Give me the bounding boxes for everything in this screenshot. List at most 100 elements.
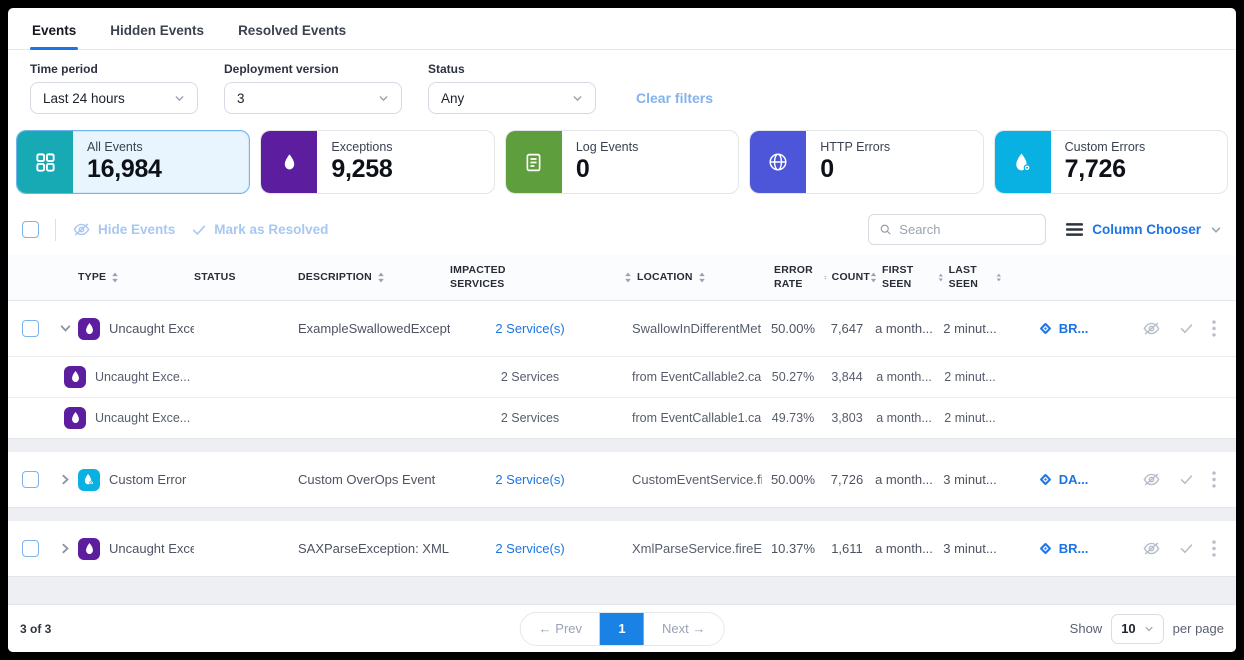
error-rate-cell: 10.37% — [770, 541, 816, 556]
stat-card-exceptions[interactable]: Exceptions 9,258 — [260, 130, 495, 194]
row-checkbox[interactable] — [22, 471, 39, 488]
last-seen-cell: 3 minut... — [943, 472, 997, 487]
location-cell: CustomEventService.fir... — [632, 472, 762, 487]
eye-slash-icon — [73, 223, 90, 236]
column-header-description[interactable]: DESCRIPTION — [298, 271, 450, 284]
hide-event-icon[interactable] — [1142, 539, 1161, 558]
description-cell: SAXParseException: XML d... — [298, 541, 450, 556]
hide-events-button[interactable]: Hide Events — [72, 220, 175, 239]
resolve-event-icon[interactable] — [1179, 321, 1194, 336]
tab-events[interactable]: Events — [30, 13, 79, 50]
kebab-menu-icon[interactable] — [1212, 471, 1216, 488]
expand-row-chevron[interactable] — [52, 542, 78, 555]
clear-filters-button[interactable]: Clear filters — [636, 90, 714, 106]
column-header-type[interactable]: TYPE — [78, 271, 194, 284]
location-cell: SwallowInDifferentMeth... — [632, 321, 762, 336]
card-label: All Events — [87, 140, 143, 154]
column-chooser-button[interactable]: Column Chooser — [1066, 222, 1222, 237]
column-header-count[interactable]: COUNT — [824, 271, 870, 284]
deployment-version-filter: Deployment version 3 — [224, 62, 402, 114]
mark-as-resolved-button[interactable]: Mark as Resolved — [191, 222, 328, 238]
row-checkbox[interactable] — [22, 540, 39, 557]
hide-event-icon[interactable] — [1142, 319, 1161, 338]
column-header-impacted-services[interactable]: IMPACTED SERVICES — [450, 264, 536, 290]
prev-page-button[interactable]: ← Prev — [538, 621, 582, 636]
impacted-services-link[interactable]: 2 Service(s) — [495, 541, 565, 556]
error-rate-cell: 50.27% — [771, 370, 815, 384]
error-rate-cell: 50.00% — [770, 472, 816, 487]
impacted-services-link[interactable]: 2 Service(s) — [495, 321, 565, 336]
sort-icon[interactable] — [824, 272, 827, 283]
location-cell: XmlParseService.fireEv... — [632, 541, 762, 556]
location-cell: from EventCallable2.call() — [632, 370, 762, 384]
event-type: Custom Error — [109, 472, 187, 487]
column-label: LOCATION — [637, 270, 693, 283]
jira-ticket-link[interactable]: DA... — [1002, 472, 1124, 487]
hide-event-icon[interactable] — [1142, 470, 1161, 489]
stat-cards-row: All Events 16,984 Exceptions 9,258 Log E… — [8, 126, 1236, 206]
stat-card-log-events[interactable]: Log Events 0 — [504, 130, 740, 194]
column-header-first-seen[interactable]: FIRST SEEN — [870, 264, 938, 290]
location-cell: from EventCallable1.call() — [632, 411, 762, 425]
card-value: 0 — [575, 155, 590, 183]
expand-row-chevron[interactable] — [52, 473, 78, 486]
sort-icon[interactable] — [111, 272, 119, 283]
sort-icon[interactable] — [377, 272, 385, 283]
chevron-down-icon — [573, 95, 582, 101]
current-page-button[interactable]: 1 — [600, 612, 644, 645]
chevron-right-icon — [61, 543, 69, 554]
sort-icon[interactable] — [996, 272, 1002, 283]
select-all-checkbox[interactable] — [22, 221, 39, 238]
kebab-menu-icon[interactable] — [1212, 320, 1216, 337]
impacted-services-link[interactable]: 2 Service(s) — [495, 472, 565, 487]
sort-icon[interactable] — [870, 272, 877, 283]
time-period-filter: Time period Last 24 hours — [30, 62, 198, 114]
table-subrow[interactable]: Uncaught Exce... 2 Services from EventCa… — [8, 397, 1236, 438]
column-header-status[interactable]: STATUS — [194, 271, 298, 284]
sort-icon[interactable] — [624, 272, 632, 283]
event-row-group: Uncaught Exce... ExampleSwallowedExcepti… — [8, 301, 1236, 439]
last-seen-cell: 2 minut... — [944, 370, 996, 384]
jira-ticket-link[interactable]: BR... — [1002, 321, 1124, 336]
next-page-button[interactable]: Next → — [662, 621, 706, 636]
card-label: Exceptions — [331, 140, 393, 154]
error-rate-cell: 50.00% — [770, 321, 816, 336]
table-subrow[interactable]: Uncaught Exce... 2 Services from EventCa… — [8, 356, 1236, 397]
stat-card-http-errors[interactable]: HTTP Errors 0 — [749, 130, 984, 194]
column-header-location[interactable]: LOCATION — [610, 271, 762, 284]
column-header-last-seen[interactable]: LAST SEEN — [938, 264, 1002, 290]
sort-icon[interactable] — [938, 272, 944, 283]
deployment-version-value: 3 — [237, 90, 245, 106]
tab-hidden-events[interactable]: Hidden Events — [110, 23, 205, 38]
status-value: Any — [441, 90, 465, 106]
time-period-select[interactable]: Last 24 hours — [30, 82, 198, 114]
first-seen-cell: a month... — [876, 411, 932, 425]
deployment-version-label: Deployment version — [224, 62, 339, 76]
ticket-id: DA... — [1058, 472, 1089, 487]
tab-bar: Events Hidden Events Resolved Events — [8, 8, 1236, 50]
impacted-services-link[interactable]: 2 Services — [500, 370, 560, 384]
table-row[interactable]: Custom Error Custom OverOps Event 2 Serv… — [8, 452, 1236, 507]
stat-card-all-events[interactable]: All Events 16,984 — [16, 130, 251, 194]
jira-ticket-link[interactable]: BR... — [1002, 541, 1124, 556]
tab-resolved-events[interactable]: Resolved Events — [238, 23, 347, 38]
sort-icon[interactable] — [698, 272, 706, 283]
table-row[interactable]: Uncaught Exce... SAXParseException: XML … — [8, 521, 1236, 576]
kebab-menu-icon[interactable] — [1212, 540, 1216, 557]
stat-card-custom-errors[interactable]: Custom Errors 7,726 — [993, 130, 1229, 194]
page-size-select[interactable]: 10 — [1111, 613, 1164, 644]
resolve-event-icon[interactable] — [1179, 541, 1194, 556]
document-icon — [505, 131, 562, 193]
impacted-services-link[interactable]: 2 Services — [500, 411, 560, 425]
description-cell: Custom OverOps Event — [298, 472, 436, 487]
status-select[interactable]: Any — [428, 82, 596, 114]
card-value: 9,258 — [331, 155, 393, 183]
column-label: LAST SEEN — [948, 264, 979, 290]
search-input[interactable] — [899, 222, 1036, 237]
column-header-error-rate[interactable]: ERROR RATE — [762, 264, 813, 290]
collapse-row-chevron[interactable] — [52, 322, 78, 335]
deployment-version-select[interactable]: 3 — [224, 82, 402, 114]
table-row[interactable]: Uncaught Exce... ExampleSwallowedExcepti… — [8, 301, 1236, 356]
resolve-event-icon[interactable] — [1179, 472, 1194, 487]
row-checkbox[interactable] — [22, 320, 39, 337]
